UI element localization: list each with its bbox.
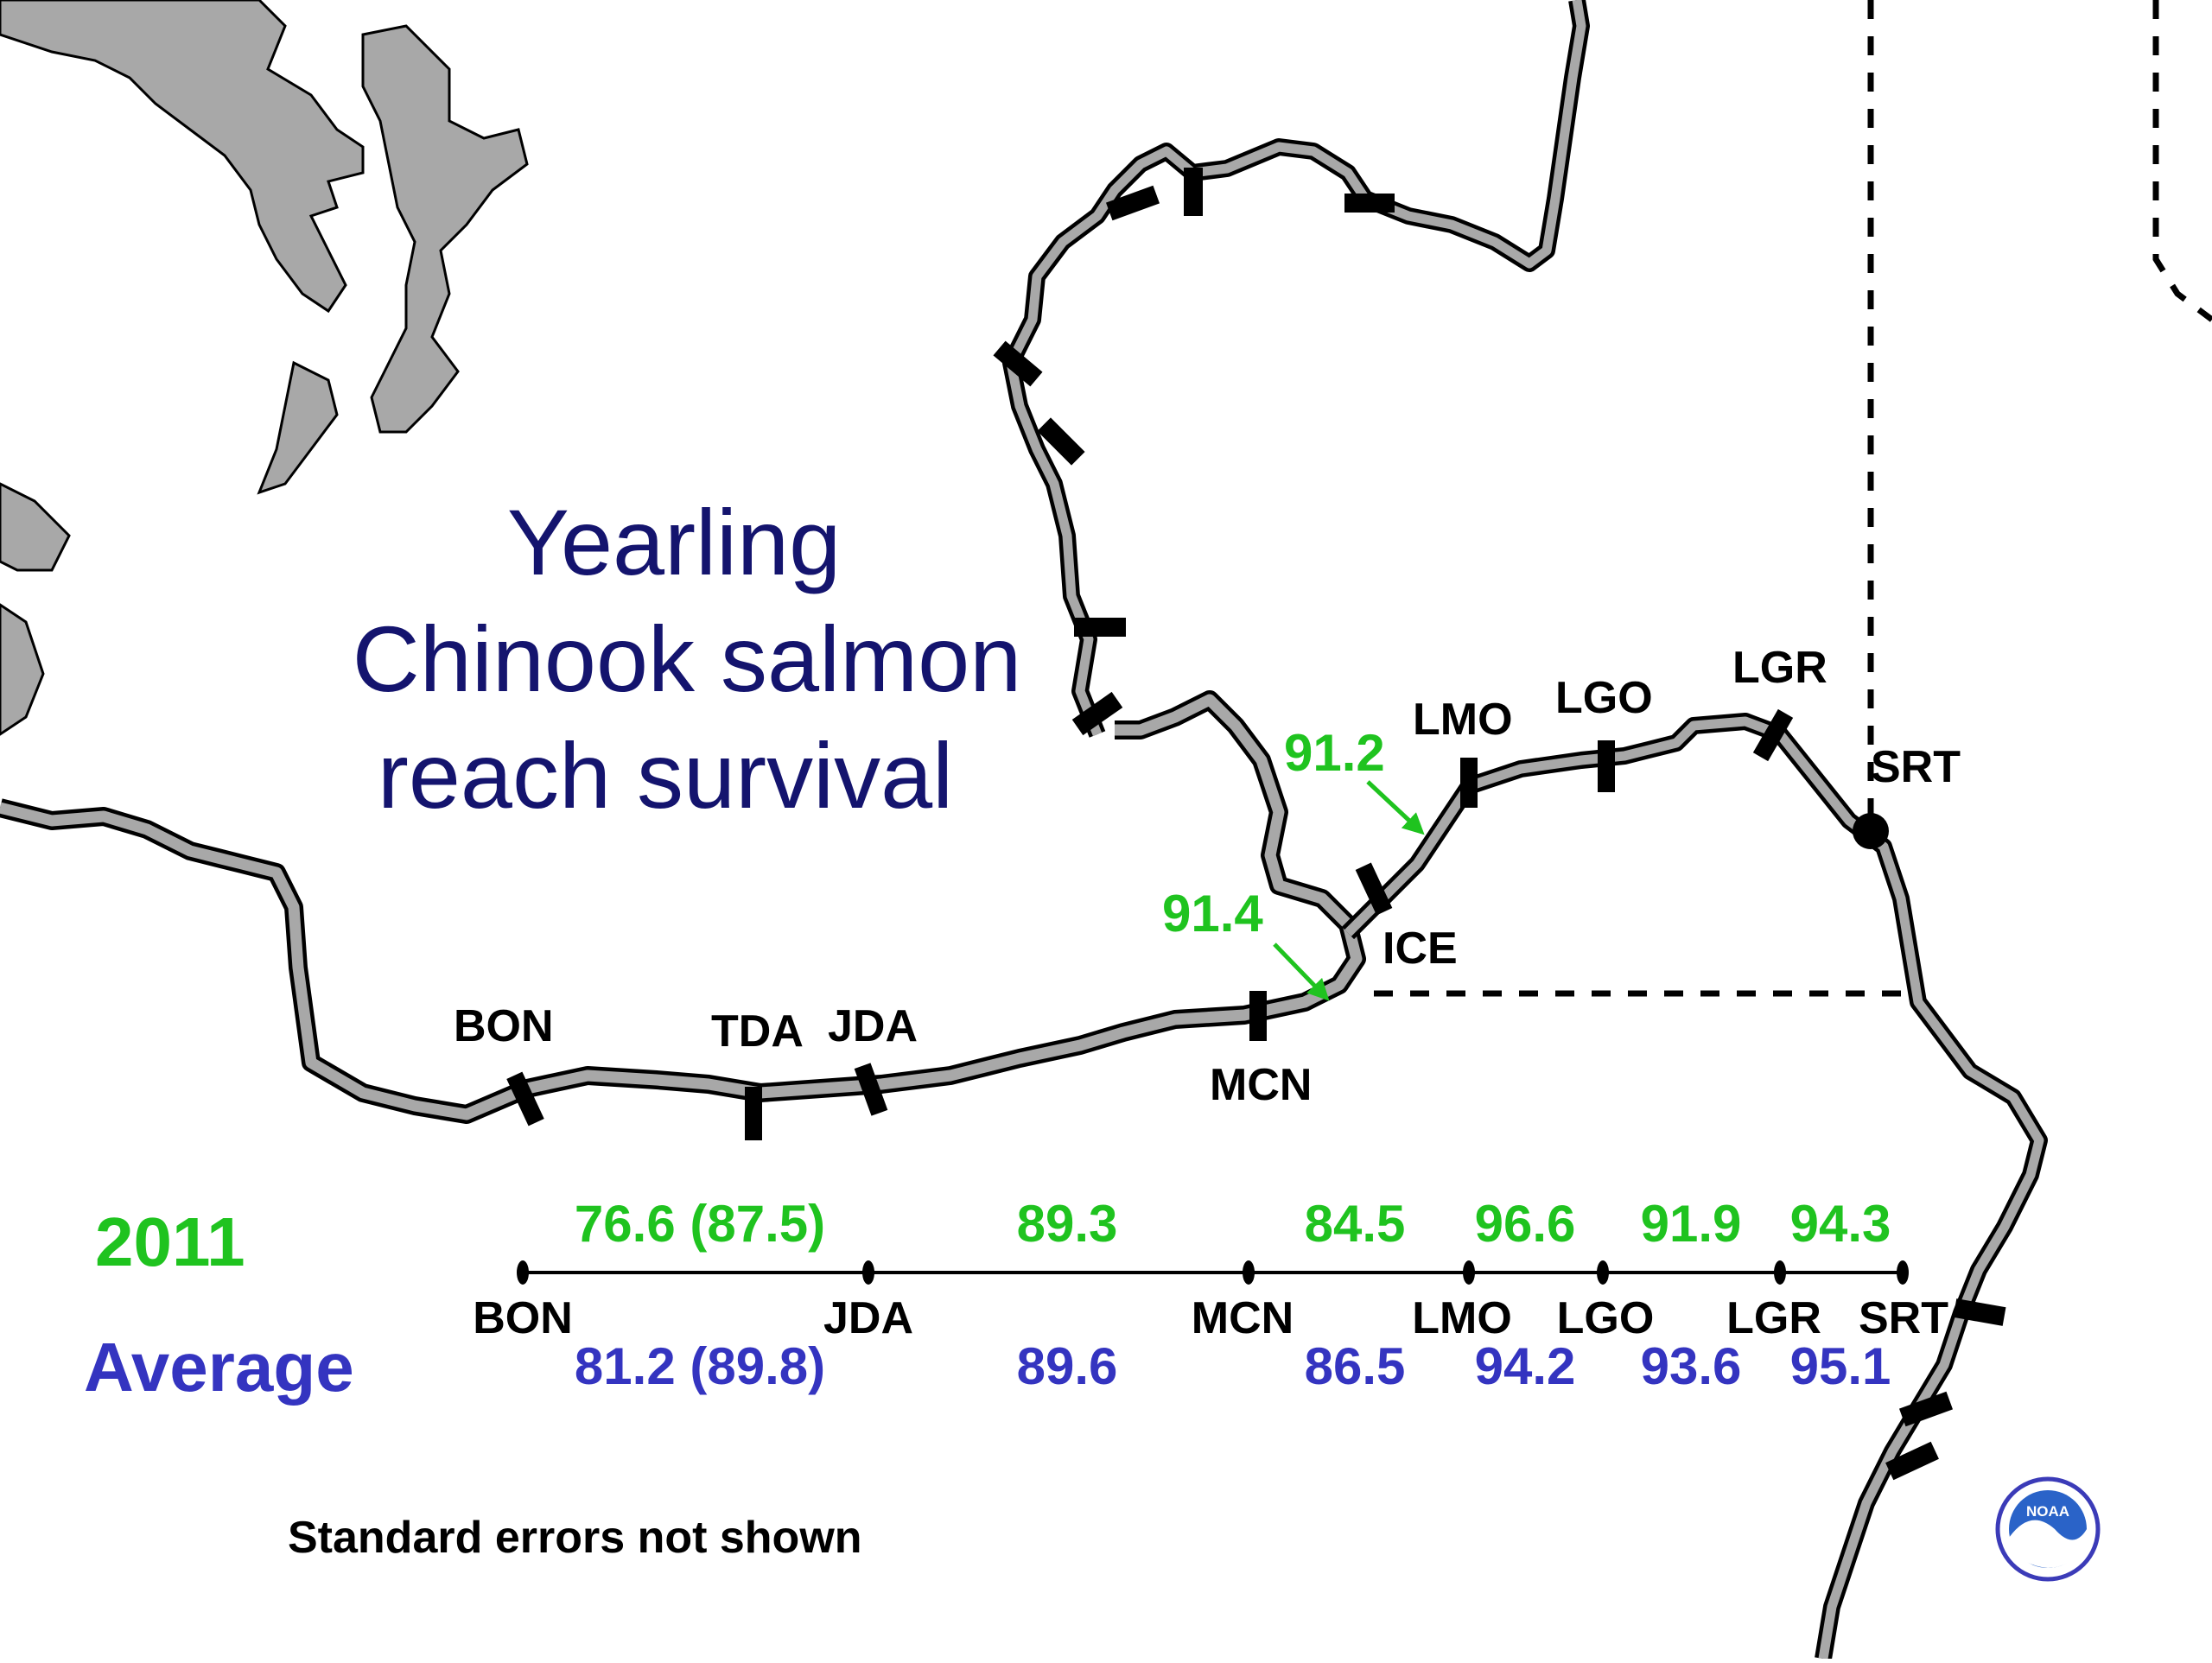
- map-label-tda: TDA: [711, 1006, 804, 1057]
- dam-upper-3: [1037, 417, 1085, 466]
- axis-tick-jda: [862, 1260, 874, 1285]
- dam-mcn: [1249, 991, 1267, 1041]
- dam-snake-lower-1: [1953, 1298, 2006, 1326]
- standard-errors-note: Standard errors not shown: [288, 1513, 862, 1563]
- axis-tick-srt: [1897, 1260, 1909, 1285]
- axis-tick-lgo: [1597, 1260, 1609, 1285]
- reach-summary: 2011 Average BON JDA MCN LMO LGO LGR SRT…: [84, 1195, 1948, 1563]
- axis-label-mcn: MCN: [1192, 1293, 1294, 1343]
- reach-values-2011: 76.6 (87.5) 89.3 84.5 96.6 91.9 94.3: [575, 1195, 1891, 1253]
- axis-label-lgo: LGO: [1557, 1293, 1655, 1343]
- value-2011-bon-jda: 76.6 (87.5): [575, 1195, 825, 1253]
- dam-jda: [854, 1063, 888, 1116]
- dam-ice: [1355, 862, 1393, 916]
- dam-upper-6: [1184, 168, 1203, 216]
- dam-upper-5: [1105, 185, 1160, 221]
- map-label-jda: JDA: [828, 1001, 918, 1051]
- columbia-river: [0, 690, 1366, 1124]
- axis-tick-lgr: [1774, 1260, 1786, 1285]
- axis-site-labels: BON JDA MCN LMO LGO LGR SRT: [473, 1293, 1948, 1343]
- value-avg-mcn-lmo: 86.5: [1305, 1337, 1406, 1395]
- axis-label-jda: JDA: [823, 1293, 913, 1343]
- dam-upper-2: [1071, 691, 1123, 736]
- axis-tick-bon: [517, 1260, 529, 1285]
- arrow-ice-lmo: [1366, 780, 1425, 835]
- map-label-lgo: LGO: [1555, 673, 1653, 723]
- value-2011-lmo-lgo: 96.6: [1475, 1195, 1576, 1253]
- map-survival-values: 91.2 91.4: [1162, 724, 1425, 1001]
- reach-values-average: 81.2 (89.8) 89.6 86.5 94.2 93.6 95.1: [575, 1337, 1891, 1395]
- dam-lgo: [1598, 740, 1615, 792]
- title-line-1: Yearling: [507, 490, 841, 594]
- value-avg-bon-jda: 81.2 (89.8): [575, 1337, 825, 1395]
- noaa-logo-text: NOAA: [2026, 1503, 2069, 1520]
- puget-sound-water: [0, 0, 529, 736]
- upper-columbia-river: [1002, 0, 1590, 738]
- value-avg-jda-mcn: 89.6: [1017, 1337, 1118, 1395]
- dam-markers: [506, 168, 2006, 1481]
- dam-lmo: [1460, 758, 1478, 808]
- dam-bon: [506, 1071, 544, 1127]
- dam-upper-1: [1074, 618, 1126, 637]
- dam-upper-4: [993, 340, 1043, 387]
- map-site-labels: BON TDA JDA MCN ICE LMO LGO LGR SRT: [454, 643, 1961, 1110]
- dam-tda: [745, 1087, 762, 1140]
- map-value-ice-lmo: 91.2: [1284, 724, 1385, 782]
- map-label-mcn: MCN: [1210, 1060, 1312, 1110]
- value-2011-lgr-srt: 94.3: [1790, 1195, 1891, 1253]
- title-line-2: Chinook salmon: [353, 606, 1021, 711]
- dam-upper-7: [1344, 194, 1395, 213]
- arrow-mcn-ice: [1273, 943, 1330, 1001]
- axis-label-srt: SRT: [1859, 1293, 1948, 1343]
- map-value-mcn-ice: 91.4: [1162, 885, 1263, 943]
- value-2011-mcn-lmo: 84.5: [1305, 1195, 1406, 1253]
- axis-tick-lmo: [1463, 1260, 1475, 1285]
- slide-title: Yearling Chinook salmon reach survival: [353, 490, 1021, 828]
- reach-axis: [517, 1260, 1909, 1285]
- year-label: 2011: [95, 1203, 245, 1280]
- map-label-lmo: LMO: [1413, 695, 1513, 745]
- value-avg-lgo-lgr: 93.6: [1641, 1337, 1742, 1395]
- srt-trap-marker: [1853, 813, 1889, 849]
- snake-river: [1341, 713, 2048, 1660]
- dam-snake-lower-3: [1885, 1441, 1939, 1481]
- axis-tick-mcn: [1243, 1260, 1255, 1285]
- axis-label-lgr: LGR: [1726, 1293, 1821, 1343]
- value-avg-lgr-srt: 95.1: [1790, 1337, 1891, 1395]
- value-2011-lgo-lgr: 91.9: [1641, 1195, 1742, 1253]
- axis-label-bon: BON: [473, 1293, 573, 1343]
- dam-lgr: [1752, 708, 1794, 762]
- map-label-bon: BON: [454, 1001, 554, 1051]
- value-avg-lmo-lgo: 94.2: [1475, 1337, 1576, 1395]
- title-line-3: reach survival: [378, 723, 953, 828]
- average-label: Average: [84, 1329, 354, 1406]
- noaa-logo: NOAA: [1995, 1476, 2101, 1582]
- dam-snake-lower-2: [1898, 1391, 1954, 1427]
- state-border: [1374, 0, 2212, 997]
- map-label-srt: SRT: [1871, 742, 1961, 792]
- map-label-ice: ICE: [1382, 924, 1458, 974]
- map-label-lgr: LGR: [1732, 643, 1827, 693]
- value-2011-jda-mcn: 89.3: [1017, 1195, 1118, 1253]
- axis-label-lmo: LMO: [1412, 1293, 1512, 1343]
